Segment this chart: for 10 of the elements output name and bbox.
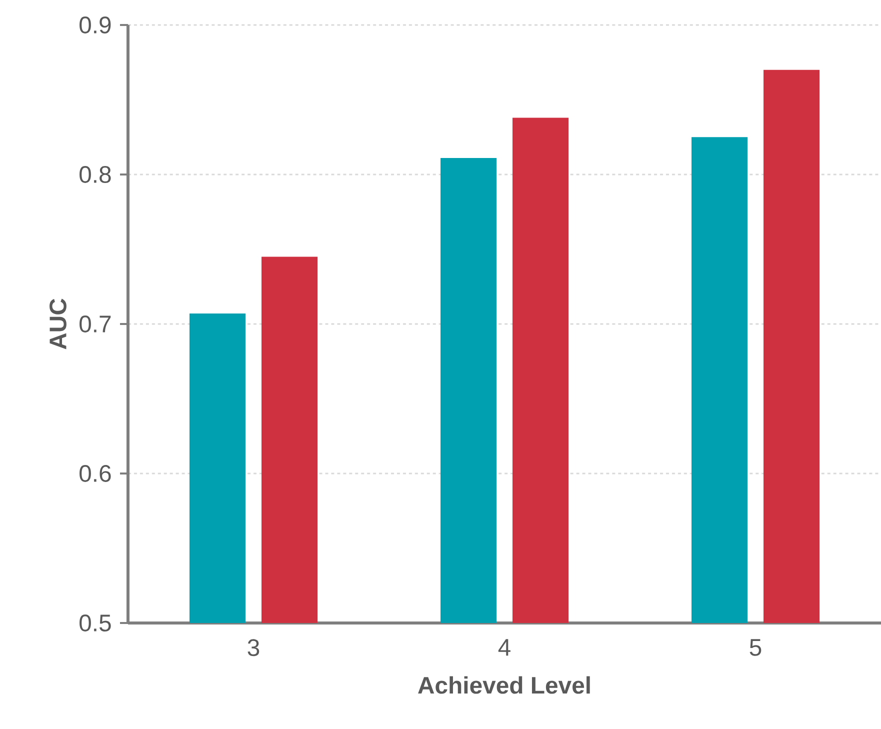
- y-tick-label: 0.9: [80, 16, 111, 34]
- x-axis-title: Achieved Level: [418, 676, 590, 694]
- y-tick-label: 0.8: [80, 166, 111, 183]
- x-tick-label: 4: [498, 639, 510, 656]
- x-tick-label: 3: [248, 639, 260, 656]
- y-tick-label: 0.6: [80, 465, 111, 482]
- y-tick-label: 0.7: [80, 316, 111, 332]
- y-tick-label: 0.5: [80, 614, 111, 632]
- x-tick-label: 5: [750, 639, 762, 656]
- y-axis-title: AUC: [50, 298, 66, 350]
